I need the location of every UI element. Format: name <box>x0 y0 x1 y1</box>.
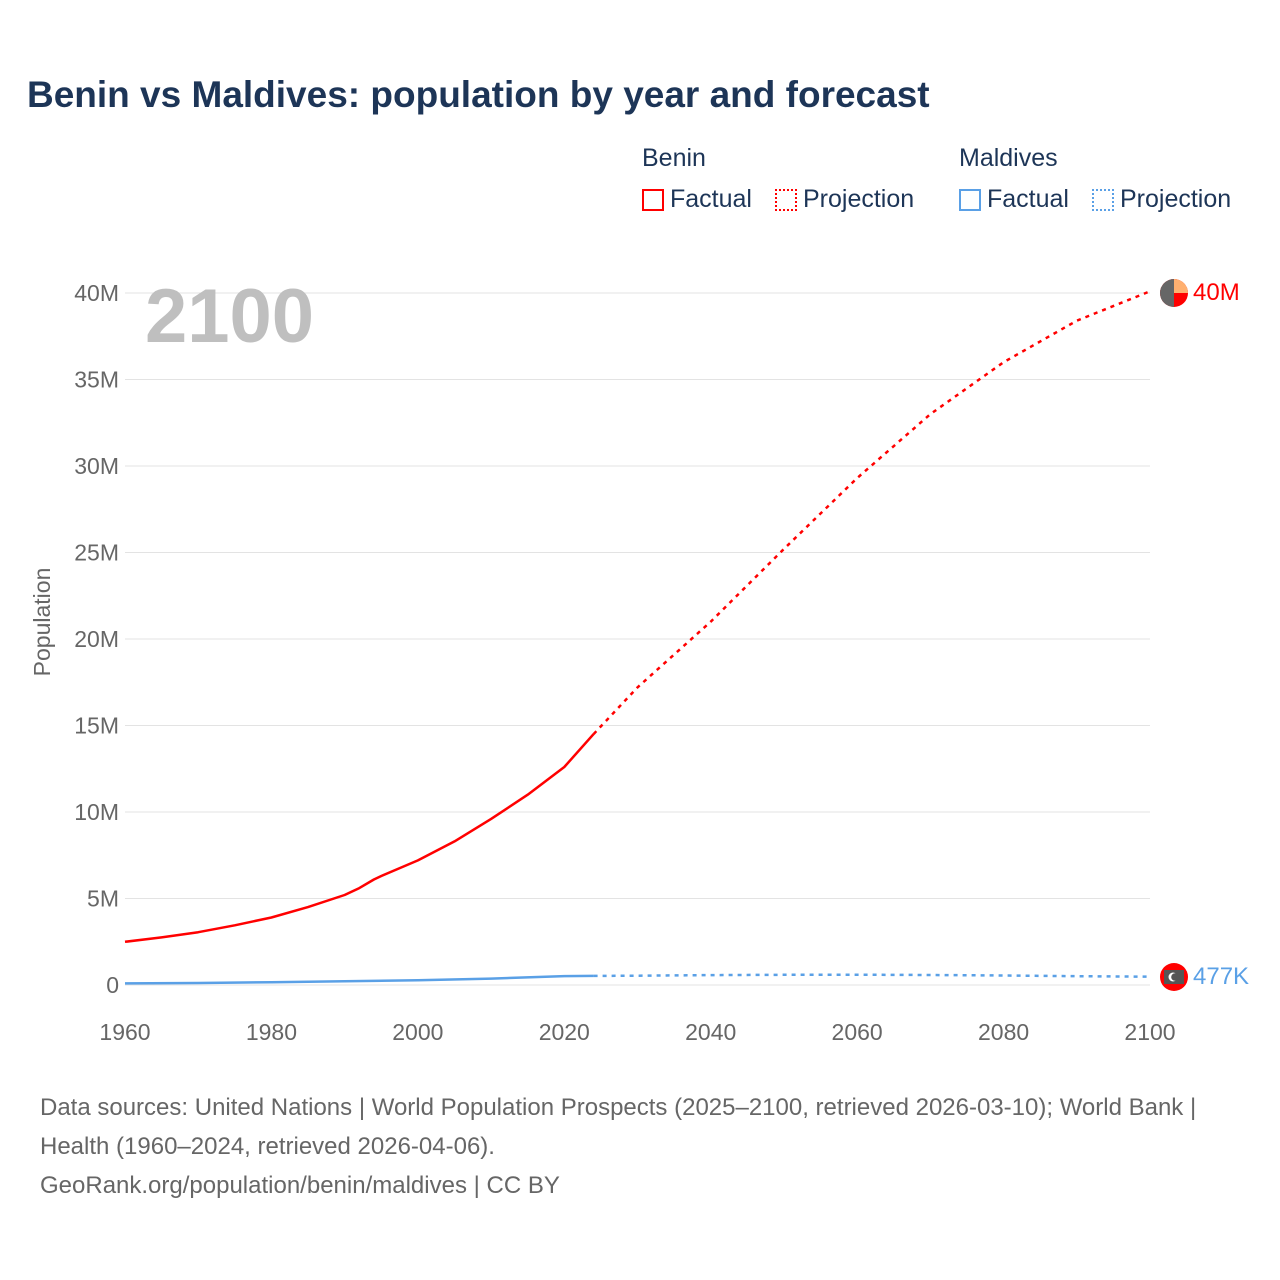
maldives-end-label: 477K <box>1193 963 1249 990</box>
x-tick-label: 2100 <box>1124 1019 1175 1045</box>
source-text: Data sources: United Nations | World Pop… <box>40 1094 1197 1160</box>
x-tick-label: 2060 <box>832 1019 883 1045</box>
x-tick-label: 2040 <box>685 1019 736 1045</box>
benin-end-marker <box>1160 279 1188 307</box>
legend-swatch <box>959 188 981 211</box>
y-axis-label: Population <box>29 568 55 677</box>
legend-label: Projection <box>803 185 915 213</box>
legend-swatch <box>642 188 664 211</box>
maldives-end-marker <box>1160 963 1188 991</box>
benin-end-label: 40M <box>1193 279 1240 306</box>
x-tick-label: 1960 <box>99 1019 150 1045</box>
y-tick-label: 40M <box>74 280 119 306</box>
legend-label: Factual <box>670 185 752 213</box>
x-tick-label: 2080 <box>978 1019 1029 1045</box>
y-tick-label: 15M <box>74 713 119 739</box>
legend-label: Factual <box>987 185 1069 213</box>
y-tick-label: 5M <box>87 886 119 912</box>
source-note: Data sources: United Nations | World Pop… <box>40 1088 1240 1205</box>
y-tick-label: 10M <box>74 799 119 825</box>
maldives-projection-line <box>593 973 1151 978</box>
legend-label: Projection <box>1120 185 1232 213</box>
x-tick-label: 1980 <box>246 1019 297 1045</box>
legend-benin-projection[interactable]: Projection <box>775 185 914 214</box>
year-watermark: 2100 <box>145 274 314 359</box>
maldives-factual-line <box>124 974 594 985</box>
legend-swatch <box>775 188 797 211</box>
chart-title: Benin vs Maldives: population by year an… <box>27 74 930 115</box>
legend-group-benin: Benin <box>642 144 706 172</box>
y-tick-label: 35M <box>74 367 119 393</box>
y-tick-label: 20M <box>74 626 119 652</box>
legend-maldives-factual[interactable]: Factual <box>959 185 1069 214</box>
y-tick-label: 25M <box>74 540 119 566</box>
source-link[interactable]: GeoRank.org/population/benin/maldives | … <box>40 1172 560 1199</box>
legend-group-maldives: Maldives <box>959 144 1058 172</box>
legend-benin-factual[interactable]: Factual <box>642 185 752 214</box>
legend-maldives-projection[interactable]: Projection <box>1092 185 1231 214</box>
legend-swatch <box>1092 188 1114 211</box>
benin-factual-line <box>124 733 595 944</box>
x-tick-label: 2000 <box>392 1019 443 1045</box>
y-tick-label: 30M <box>74 453 119 479</box>
benin-projection-line <box>592 290 1151 735</box>
y-tick-label: 0 <box>106 972 119 998</box>
x-tick-label: 2020 <box>539 1019 590 1045</box>
